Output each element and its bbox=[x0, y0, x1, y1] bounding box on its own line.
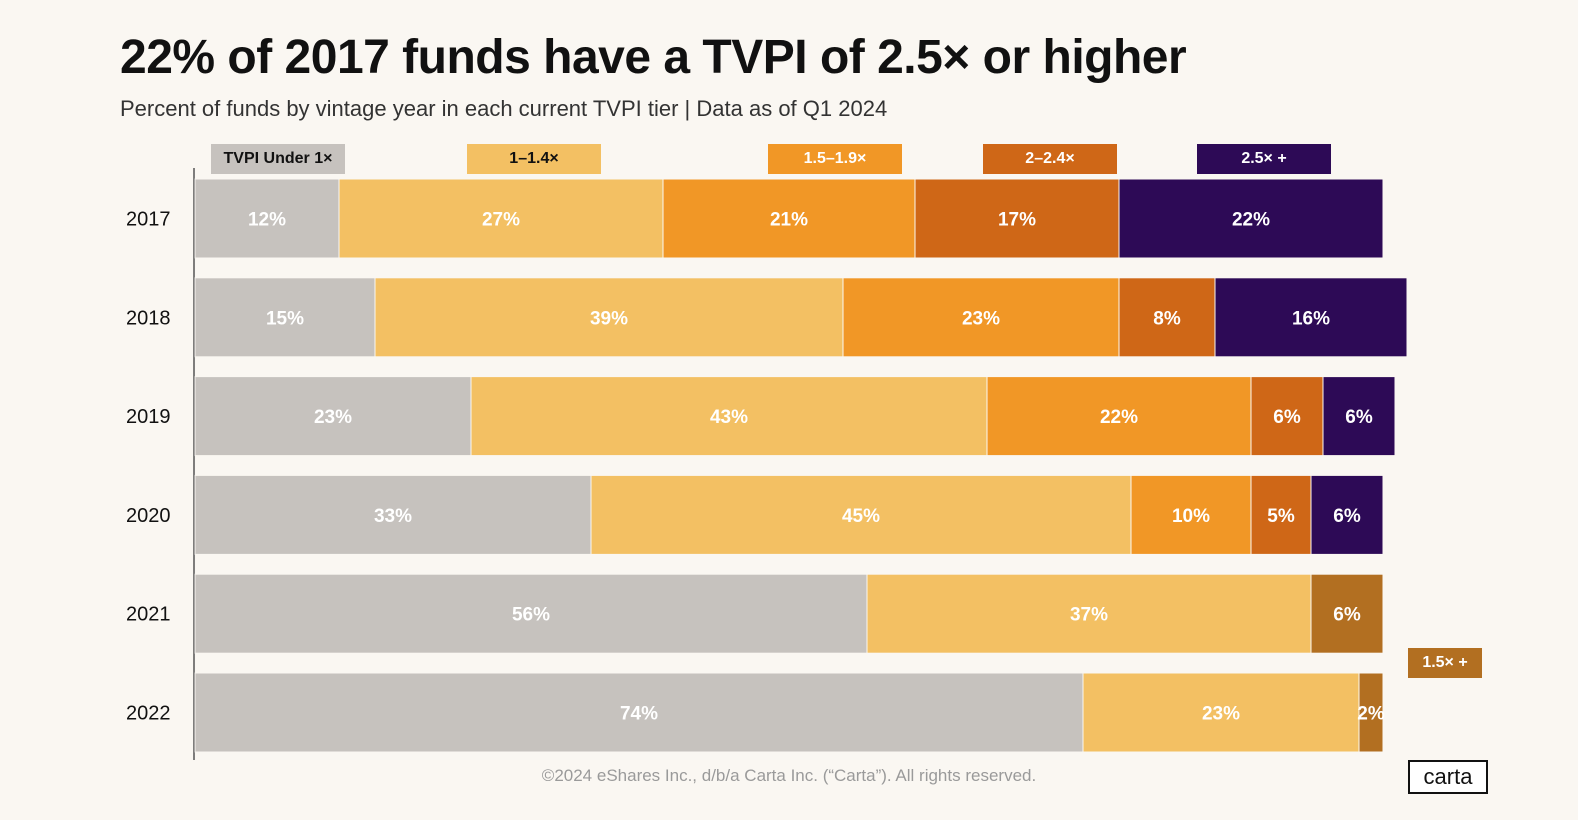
y-tick-label: 2022 bbox=[126, 703, 171, 725]
data-label: 43% bbox=[710, 407, 748, 428]
legend-item-1.5x-plus: 1.5× + bbox=[1408, 648, 1482, 678]
bar-segment bbox=[1130, 474, 1252, 555]
data-label: 6% bbox=[1345, 407, 1373, 428]
bar-segment bbox=[1310, 474, 1384, 555]
bar-segment bbox=[842, 277, 1120, 358]
legend-item-2-2.4x: 2–2.4× bbox=[983, 144, 1117, 174]
data-label: 56% bbox=[512, 605, 550, 626]
data-label: 22% bbox=[1232, 210, 1270, 231]
data-label: 37% bbox=[1070, 605, 1108, 626]
bar-segment bbox=[986, 376, 1252, 457]
copyright-footer: ©2024 eShares Inc., d/b/a Carta Inc. (“C… bbox=[541, 766, 1037, 785]
bar-segment bbox=[662, 178, 916, 259]
data-label: 6% bbox=[1333, 605, 1361, 626]
bar-segment bbox=[374, 277, 844, 358]
y-tick-label: 2018 bbox=[126, 307, 171, 329]
data-label: 6% bbox=[1333, 506, 1361, 527]
data-label: 74% bbox=[620, 704, 658, 725]
bar-segment bbox=[1322, 376, 1396, 457]
bar-segment bbox=[1310, 573, 1384, 654]
bar-segment bbox=[194, 474, 592, 555]
data-label: 10% bbox=[1172, 506, 1210, 527]
data-label: 2% bbox=[1357, 704, 1385, 725]
bar-segment bbox=[1250, 474, 1312, 555]
bar-segment bbox=[866, 573, 1312, 654]
bar-segment bbox=[1358, 672, 1384, 753]
data-label: 21% bbox=[770, 210, 808, 231]
data-label: 45% bbox=[842, 506, 880, 527]
bar-segment bbox=[1118, 178, 1384, 259]
data-label: 23% bbox=[314, 407, 352, 428]
data-label: 23% bbox=[962, 308, 1000, 329]
carta-logo: carta bbox=[1408, 760, 1488, 794]
data-label: 8% bbox=[1153, 308, 1181, 329]
bar-segment bbox=[1214, 277, 1408, 358]
bar-segment bbox=[1118, 277, 1216, 358]
y-tick-label: 2019 bbox=[126, 406, 171, 428]
bar-segment bbox=[194, 178, 340, 259]
data-label: 39% bbox=[590, 308, 628, 329]
legend-item-1.5-1.9x: 1.5–1.9× bbox=[768, 144, 902, 174]
y-tick-label: 2017 bbox=[126, 209, 171, 231]
y-tick-label: 2020 bbox=[126, 505, 171, 527]
data-label: 33% bbox=[374, 506, 412, 527]
data-label: 17% bbox=[998, 210, 1036, 231]
y-tick-label: 2021 bbox=[126, 604, 171, 626]
bar-segment bbox=[470, 376, 988, 457]
data-label: 6% bbox=[1273, 407, 1301, 428]
legend-item-2.5x-plus: 2.5× + bbox=[1197, 144, 1331, 174]
data-label: 15% bbox=[266, 308, 304, 329]
chart-title: 22% of 2017 funds have a TVPI of 2.5× or… bbox=[120, 31, 1187, 84]
data-label: 16% bbox=[1292, 308, 1330, 329]
bar-segment bbox=[590, 474, 1132, 555]
legend-item-1-1.4x: 1–1.4× bbox=[467, 144, 601, 174]
data-label: 5% bbox=[1267, 506, 1295, 527]
data-label: 12% bbox=[248, 210, 286, 231]
bar-segment bbox=[914, 178, 1120, 259]
data-label: 23% bbox=[1202, 704, 1240, 725]
bar-segment bbox=[194, 376, 472, 457]
bar-segment bbox=[1082, 672, 1360, 753]
bar-segment bbox=[194, 672, 1084, 753]
data-label: 27% bbox=[482, 210, 520, 231]
legend-item-under-1x: TVPI Under 1× bbox=[211, 144, 345, 174]
chart-subtitle: Percent of funds by vintage year in each… bbox=[120, 96, 888, 121]
bar-segment bbox=[338, 178, 664, 259]
bar-segment bbox=[194, 573, 868, 654]
data-label: 22% bbox=[1100, 407, 1138, 428]
